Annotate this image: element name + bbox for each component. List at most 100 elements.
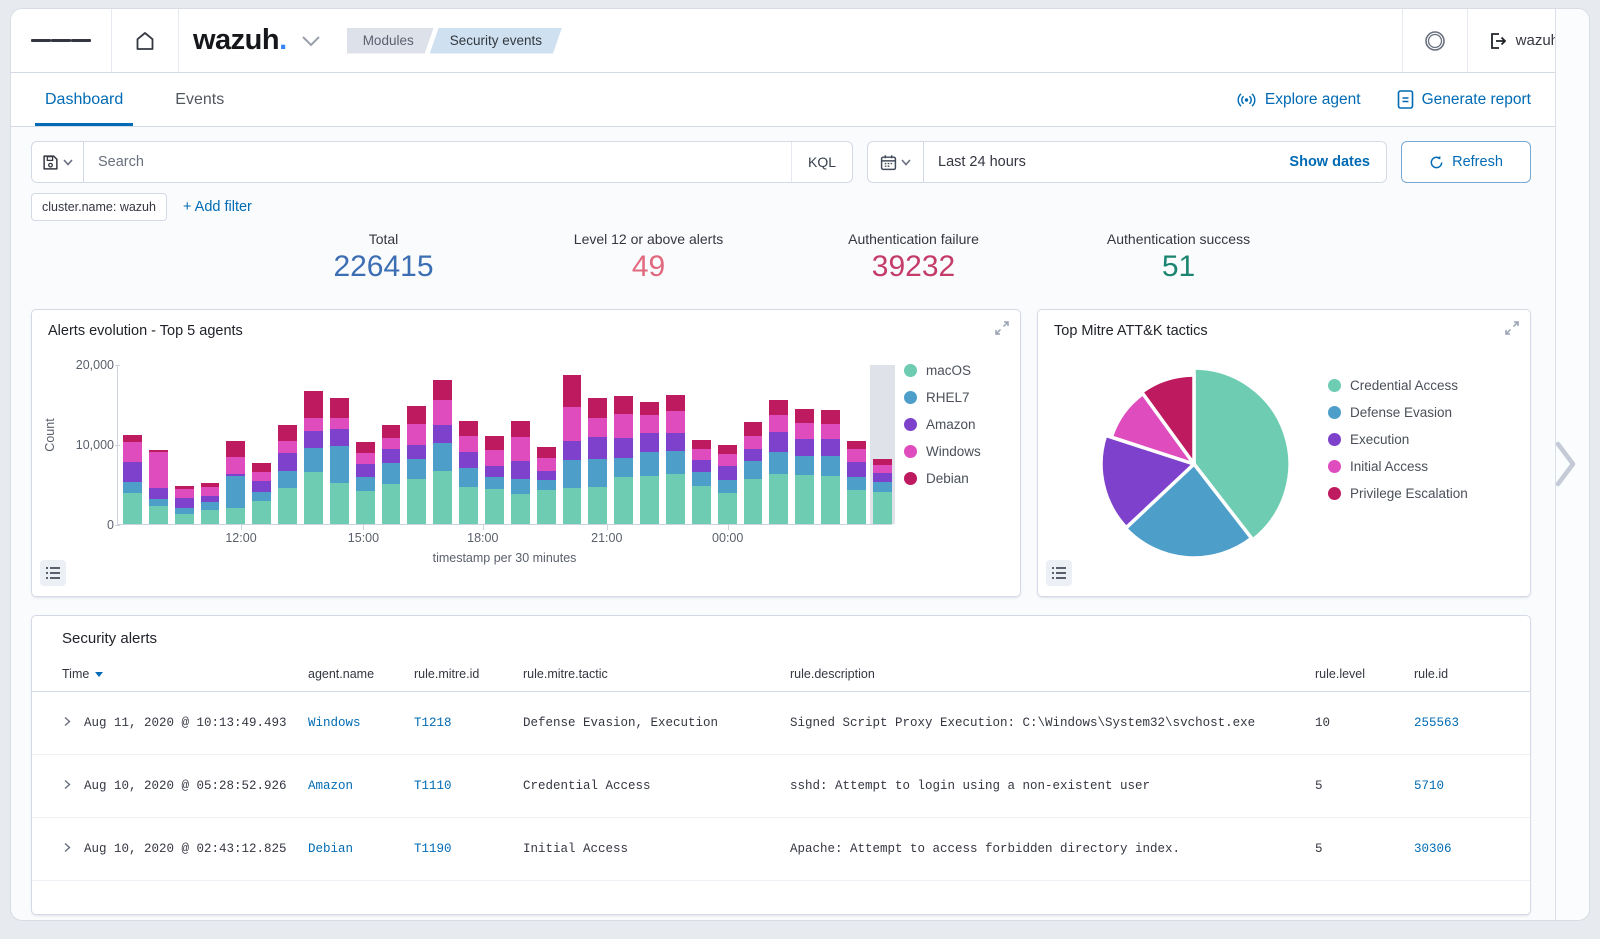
mitre-id-link[interactable]: T1110 [414, 779, 452, 793]
bar-6[interactable] [278, 365, 298, 524]
pie-slice-Defense Evasion[interactable] [1123, 462, 1254, 560]
bar-10[interactable] [381, 365, 401, 524]
legend-item-Privilege Escalation[interactable]: Privilege Escalation [1328, 480, 1468, 507]
bar-segment-Windows [666, 411, 685, 433]
tab-events[interactable]: Events [175, 90, 225, 108]
home-icon [136, 31, 154, 50]
bar-25[interactable] [769, 365, 789, 524]
col-rule-mitre-tactic[interactable]: rule.mitre.tactic [515, 659, 782, 692]
divider [178, 9, 179, 72]
bar-21[interactable] [666, 365, 685, 524]
bar-12[interactable] [433, 365, 453, 524]
rule-id-link[interactable]: 5710 [1414, 779, 1445, 793]
saved-queries-button[interactable] [32, 142, 84, 182]
breadcrumb-modules[interactable]: Modules [347, 28, 434, 54]
bar-26[interactable] [795, 365, 815, 524]
col-time[interactable]: Time [32, 659, 300, 692]
legend-item-Amazon[interactable]: Amazon [904, 411, 981, 438]
bar-7[interactable] [304, 365, 323, 524]
agent-link[interactable]: Debian [308, 842, 354, 856]
pie-slice-Execution[interactable] [1099, 433, 1196, 530]
bar-11[interactable] [407, 365, 427, 524]
pie-slice-Privilege Escalation[interactable] [1139, 373, 1196, 466]
bar-15[interactable] [510, 365, 530, 524]
legend-item-RHEL7[interactable]: RHEL7 [904, 384, 981, 411]
bar-0[interactable] [123, 365, 142, 524]
pie-slice-Credential Access[interactable] [1192, 366, 1292, 542]
home-button[interactable] [112, 9, 178, 72]
bar-3[interactable] [200, 365, 220, 524]
bar-17[interactable] [562, 365, 582, 524]
bar-20[interactable] [640, 365, 660, 524]
wazuh-logo[interactable]: wazuh. [193, 24, 287, 56]
col-rule-mitre-id[interactable]: rule.mitre.id [406, 659, 515, 692]
stat-auth-failure-value[interactable]: 39232 [871, 250, 956, 283]
legend-item-Defense Evasion[interactable]: Defense Evasion [1328, 399, 1468, 426]
bar-27[interactable] [821, 365, 841, 524]
quick-select-button[interactable] [868, 142, 924, 182]
legend-item-Execution[interactable]: Execution [1328, 426, 1468, 453]
menu-button[interactable] [11, 9, 111, 72]
legend-item-Windows[interactable]: Windows [904, 438, 981, 465]
rule-id-link[interactable]: 30306 [1414, 842, 1452, 856]
chevron-down-icon[interactable] [301, 35, 321, 47]
expand-icon[interactable] [994, 320, 1010, 336]
mitre-id-link[interactable]: T1218 [414, 716, 452, 730]
agent-link[interactable]: Amazon [308, 779, 354, 793]
legend-toggle-button[interactable] [1046, 560, 1072, 586]
next-page-chevron[interactable] [1555, 441, 1577, 487]
bar-14[interactable] [485, 365, 504, 524]
legend-item-Initial Access[interactable]: Initial Access [1328, 453, 1468, 480]
tab-dashboard[interactable]: Dashboard [34, 73, 134, 126]
expand-row-icon[interactable] [62, 842, 72, 856]
agent-link[interactable]: Windows [308, 716, 361, 730]
col-rule-description[interactable]: rule.description [782, 659, 1307, 692]
expand-row-icon[interactable] [62, 779, 72, 793]
bar-9[interactable] [355, 365, 375, 524]
refresh-button[interactable]: Refresh [1401, 141, 1531, 183]
legend-toggle-button[interactable] [40, 560, 66, 586]
health-button[interactable] [1403, 9, 1467, 72]
add-filter-button[interactable]: + Add filter [182, 199, 252, 215]
time-range-value[interactable]: Last 24 hours [938, 154, 1026, 170]
rule-id-link[interactable]: 255563 [1414, 716, 1460, 730]
show-dates-button[interactable]: Show dates [1289, 154, 1370, 170]
bar-22[interactable] [691, 365, 711, 524]
breadcrumb-security-events[interactable]: Security events [430, 28, 562, 54]
mitre-id-link[interactable]: T1190 [414, 842, 452, 856]
cell-agent-name: Windows [300, 691, 406, 755]
stat-auth-success-value[interactable]: 51 [1161, 250, 1196, 283]
bar-28[interactable] [847, 365, 866, 524]
bar-16[interactable] [536, 365, 556, 524]
kql-toggle[interactable]: KQL [790, 142, 852, 182]
col-rule-level[interactable]: rule.level [1307, 659, 1406, 692]
legend-item-macOS[interactable]: macOS [904, 357, 981, 384]
user-menu[interactable]: wazuh [1468, 9, 1589, 72]
bar-13[interactable] [459, 365, 479, 524]
bar-24[interactable] [743, 365, 763, 524]
bar-29[interactable] [869, 365, 895, 524]
bar-23[interactable] [717, 365, 737, 524]
bar-4[interactable] [226, 365, 246, 524]
bar-segment-macOS [381, 484, 401, 524]
bar-18[interactable] [588, 365, 608, 524]
filter-chip-cluster-name[interactable]: cluster.name: wazuh [31, 193, 167, 221]
bar-1[interactable] [148, 365, 168, 524]
bar-2[interactable] [174, 365, 194, 524]
bar-segment-Amazon [847, 462, 866, 478]
cell-agent-name: Amazon [300, 754, 406, 818]
expand-row-icon[interactable] [62, 716, 72, 730]
stat-level12-value[interactable]: 49 [631, 250, 666, 283]
bar-8[interactable] [329, 365, 349, 524]
generate-report-button[interactable]: Generate report [1397, 90, 1531, 109]
bar-19[interactable] [614, 365, 634, 524]
explore-agent-button[interactable]: Explore agent [1236, 91, 1361, 109]
legend-item-Debian[interactable]: Debian [904, 465, 981, 492]
expand-icon[interactable] [1504, 320, 1520, 336]
stat-total-value[interactable]: 226415 [333, 250, 434, 283]
col-rule-id[interactable]: rule.id [1406, 659, 1530, 692]
legend-item-Credential Access[interactable]: Credential Access [1328, 372, 1468, 399]
search-input[interactable] [84, 154, 791, 170]
col-agent-name[interactable]: agent.name [300, 659, 406, 692]
bar-5[interactable] [252, 365, 272, 524]
